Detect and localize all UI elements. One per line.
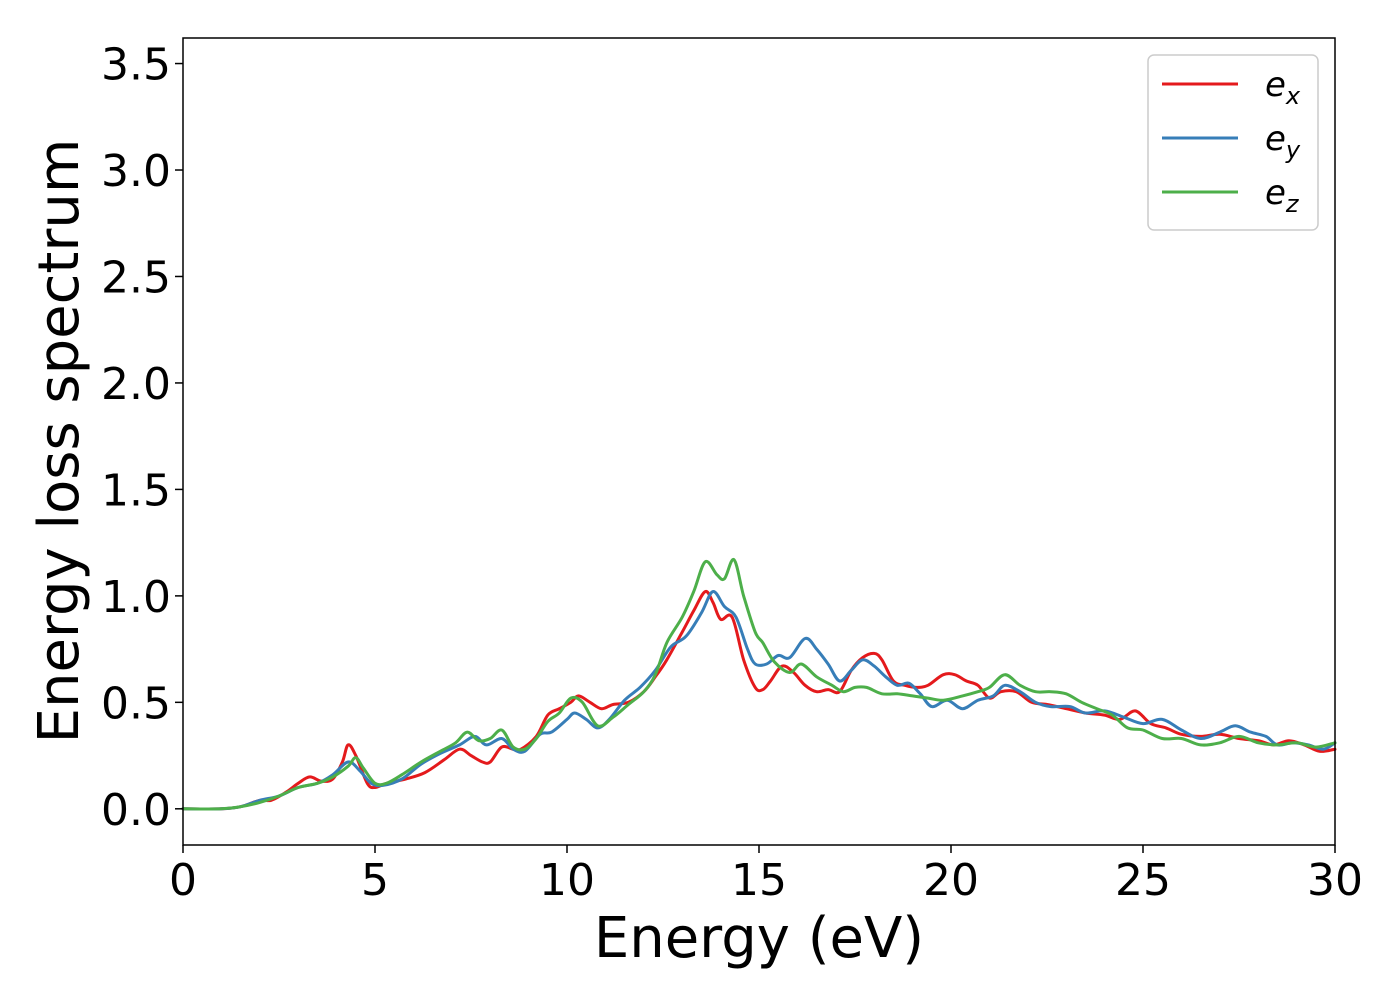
legend-label-subscript: z — [1285, 190, 1300, 218]
legend-label-base: e — [1265, 65, 1286, 105]
x-tick-label: 20 — [923, 855, 979, 906]
y-tick-label: 0.0 — [101, 785, 171, 836]
legend-label-subscript: x — [1285, 82, 1301, 110]
legend-label-z: ez — [1265, 173, 1300, 218]
legend-label-x: ex — [1265, 65, 1301, 110]
x-tick-label: 5 — [361, 855, 389, 906]
y-axis-label: Energy loss spectrum — [27, 139, 92, 744]
legend-label-base: e — [1265, 119, 1286, 159]
x-axis-label: Energy (eV) — [594, 906, 924, 971]
legend-label-subscript: y — [1285, 136, 1301, 164]
x-tick-label: 15 — [731, 855, 787, 906]
series-layer — [181, 558, 1337, 811]
y-axis-ticks: 0.0 0.5 1.0 1.5 2.0 2.5 3.0 3.5 — [101, 40, 183, 836]
legend-label-y: ey — [1265, 119, 1301, 164]
x-tick-label: 30 — [1307, 855, 1363, 906]
x-tick-label: 25 — [1115, 855, 1171, 906]
y-tick-label: 0.5 — [101, 678, 171, 729]
x-tick-label: 0 — [169, 855, 197, 906]
y-tick-label: 2.0 — [101, 359, 171, 410]
y-tick-label: 2.5 — [101, 252, 171, 303]
x-tick-label: 10 — [539, 855, 595, 906]
series-line-e-z — [181, 558, 1337, 811]
y-tick-label: 3.5 — [101, 40, 171, 91]
legend-label-base: e — [1265, 173, 1286, 213]
x-axis-ticks: 0 5 10 15 20 25 30 — [169, 845, 1363, 906]
y-tick-label: 3.0 — [101, 146, 171, 197]
series-line-e-x — [181, 589, 1337, 811]
series-line-e-y — [181, 590, 1337, 811]
y-tick-label: 1.0 — [101, 572, 171, 623]
y-tick-label: 1.5 — [101, 465, 171, 516]
legend-box — [1147, 54, 1319, 231]
